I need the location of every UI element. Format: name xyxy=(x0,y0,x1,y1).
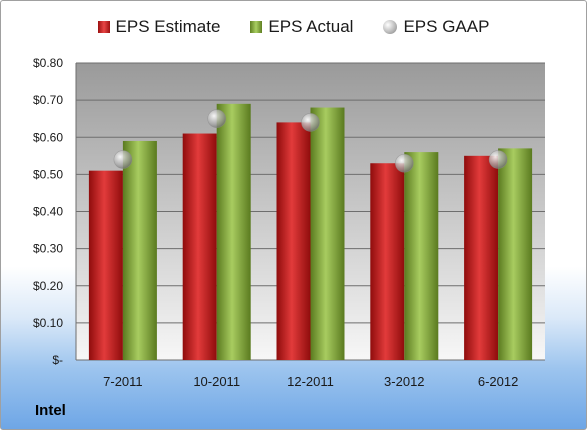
y-tick-label: $0.30 xyxy=(33,242,63,256)
legend-swatch-estimate xyxy=(97,21,110,33)
x-tick-label: 10-2011 xyxy=(193,374,240,389)
marker-eps-gaap xyxy=(113,150,133,169)
y-tick-label: $0.70 xyxy=(33,93,63,107)
bar-eps-estimate xyxy=(88,170,123,360)
gaap-markers xyxy=(113,109,508,173)
marker-eps-gaap xyxy=(488,150,508,169)
y-tick-label: $0.40 xyxy=(33,205,63,219)
legend-label-gaap: EPS GAAP xyxy=(403,17,490,36)
marker-eps-gaap xyxy=(301,113,320,132)
bar-eps-estimate xyxy=(370,163,405,360)
x-tick-label: 7-2011 xyxy=(103,374,143,389)
legend-item-gaap: EPS GAAP xyxy=(383,17,489,37)
legend-item-estimate: EPS Estimate xyxy=(97,17,221,37)
legend-label-estimate: EPS Estimate xyxy=(115,17,221,36)
bar-eps-estimate xyxy=(464,155,499,360)
y-tick-label: $0.20 xyxy=(33,279,63,293)
bar-eps-actual xyxy=(310,107,345,360)
x-tick-label: 6-2012 xyxy=(478,374,518,389)
bar-eps-actual xyxy=(216,103,251,361)
y-tick-label: $- xyxy=(52,353,63,367)
legend: EPS Estimate EPS Actual EPS GAAP xyxy=(1,17,586,37)
marker-eps-gaap xyxy=(394,153,414,173)
x-tick-label: 12-2011 xyxy=(287,374,334,389)
y-tick-label: $0.80 xyxy=(33,56,63,70)
y-axis-ticks: $- $0.10 $0.20 $0.30 $0.40 $0.50 $0.60 $0.70 $0.… xyxy=(33,56,63,367)
x-tick-label: 3-2012 xyxy=(384,374,424,389)
legend-swatch-gaap xyxy=(383,20,398,34)
x-axis-ticks: 7-2011 10-2011 12-2011 3-2012 6-2012 xyxy=(103,374,518,389)
bar-eps-actual xyxy=(498,148,533,360)
y-tick-label: $0.10 xyxy=(33,316,63,330)
bars xyxy=(88,103,533,361)
bar-eps-estimate xyxy=(276,122,311,361)
bar-eps-actual xyxy=(404,152,439,360)
bar-eps-estimate xyxy=(182,133,217,360)
marker-eps-gaap xyxy=(207,109,226,128)
y-tick-label: $0.60 xyxy=(33,130,63,144)
y-tick-label: $0.50 xyxy=(33,167,63,181)
legend-label-actual: EPS Actual xyxy=(268,17,354,36)
company-label: Intel xyxy=(35,402,66,419)
bar-eps-actual xyxy=(122,140,157,360)
legend-item-actual: EPS Actual xyxy=(250,17,353,37)
legend-swatch-actual xyxy=(250,21,263,33)
